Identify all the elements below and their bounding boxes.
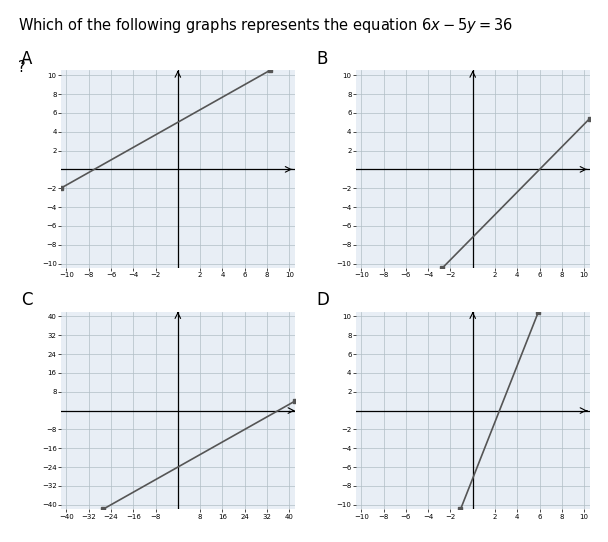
Text: D: D (316, 291, 329, 309)
Text: B: B (316, 50, 328, 68)
Text: Which of the following graphs represents the equation $6x - 5y = 36$: Which of the following graphs represents… (18, 16, 513, 35)
Text: C: C (21, 291, 33, 309)
Text: A: A (21, 50, 33, 68)
Text: ?: ? (18, 60, 26, 75)
